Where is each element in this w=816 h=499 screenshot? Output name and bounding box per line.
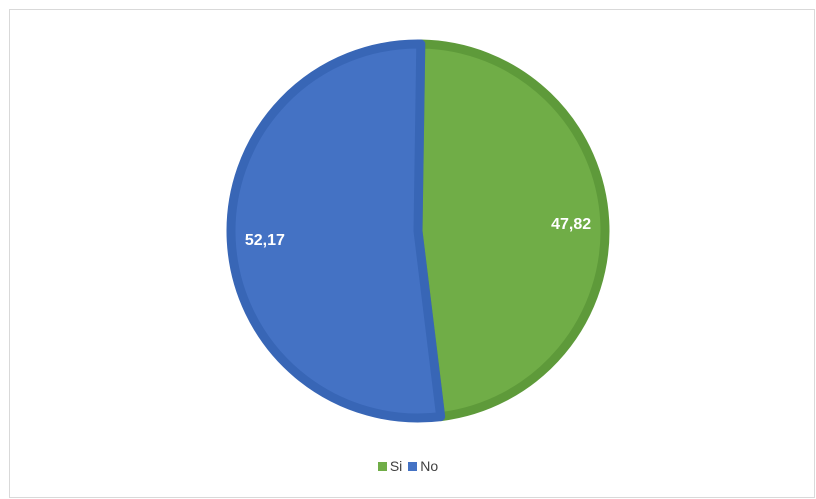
pie-data-labels: 47,82 52,17	[245, 216, 591, 249]
legend-label-si: Si	[389, 458, 403, 474]
legend: Si No	[0, 458, 816, 474]
legend-swatch-si	[377, 461, 387, 471]
data-label-si: 47,82	[551, 216, 591, 233]
legend-label-no: No	[420, 458, 439, 474]
legend-swatch-no	[408, 461, 418, 471]
pie-slice-no	[226, 39, 446, 423]
legend-item-no: No	[408, 458, 438, 474]
data-label-no: 52,17	[245, 232, 285, 249]
pie-slice-si	[413, 39, 610, 422]
legend-item-si: Si	[377, 458, 403, 474]
pie-slices	[226, 39, 610, 423]
